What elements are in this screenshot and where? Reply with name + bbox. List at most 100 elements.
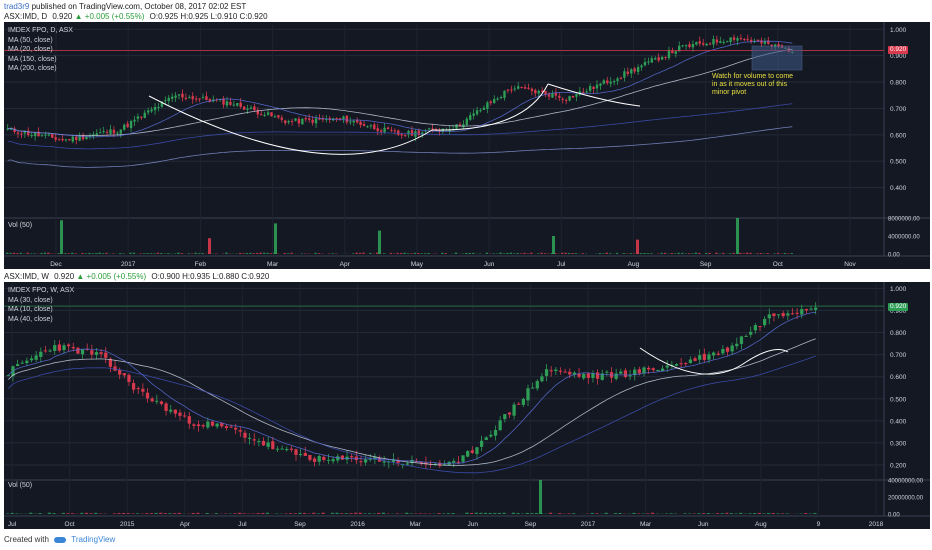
candle-body xyxy=(349,121,352,123)
volume-bar xyxy=(168,513,172,514)
candle-body xyxy=(600,373,604,380)
candle-body xyxy=(585,91,588,93)
x-tick-label: 2017 xyxy=(121,261,136,268)
candle-body xyxy=(736,38,739,41)
x-tick-label: Jul xyxy=(238,521,247,528)
candle-body xyxy=(693,358,697,361)
volume-bar xyxy=(358,252,362,254)
candle-body xyxy=(605,371,609,373)
candle-body xyxy=(647,61,650,63)
volume-bar xyxy=(804,513,808,514)
candle-body xyxy=(438,130,441,132)
volume-bar xyxy=(417,253,420,254)
candle-body xyxy=(317,456,321,462)
author-link[interactable]: trad3r9 xyxy=(4,2,30,11)
volume-bar xyxy=(427,252,430,254)
weekly-chart-panel[interactable]: 1.000 0.900 0.800 0.700 0.600 0.500 0.400 0.300… xyxy=(4,282,930,529)
vol-tick-label: 4000000.00 xyxy=(888,235,920,241)
candle-body xyxy=(438,462,442,466)
candle-body xyxy=(261,440,266,446)
candle-body xyxy=(554,369,558,372)
volume-bar xyxy=(753,513,757,514)
candle-body xyxy=(363,459,368,463)
candle-body xyxy=(517,403,521,405)
volume-bar xyxy=(670,252,674,254)
candle-body xyxy=(232,104,236,106)
candle-body xyxy=(311,119,314,123)
volume-bar xyxy=(684,253,687,254)
volume-bar xyxy=(372,513,376,514)
candle-body xyxy=(290,120,294,122)
y-tick-label: 0.300 xyxy=(890,440,907,447)
candle-body xyxy=(141,388,145,392)
candle-body xyxy=(537,90,540,94)
candle-body xyxy=(790,313,795,315)
candle-body xyxy=(284,120,287,124)
candle-body xyxy=(520,86,523,88)
volume-bar xyxy=(132,252,136,254)
volume-bar xyxy=(167,253,170,254)
candle-body xyxy=(318,118,321,120)
volume-bar xyxy=(67,253,71,254)
candle-body xyxy=(702,43,705,45)
candle-body xyxy=(71,346,75,349)
tradingview-link[interactable]: TradingView xyxy=(71,535,116,544)
candle-body xyxy=(294,449,298,455)
volume-bar xyxy=(194,252,197,254)
candle-body xyxy=(20,133,23,135)
volume-bar xyxy=(126,513,130,514)
cup-arc xyxy=(431,83,549,131)
legend-ma150[interactable]: MA (150, close) xyxy=(8,55,57,63)
legend-ma200[interactable]: MA (200, close) xyxy=(8,65,57,72)
candle-body xyxy=(523,87,527,89)
candle-body xyxy=(252,439,256,441)
candle-body xyxy=(299,454,303,456)
high-value: H:0.935 xyxy=(182,272,211,281)
volume-bar xyxy=(470,512,474,514)
volume-bar xyxy=(572,513,576,514)
y-tick-label: 0.600 xyxy=(890,374,907,381)
y-tick-label: 0.700 xyxy=(890,352,907,359)
candle-body xyxy=(303,452,307,456)
candle-body xyxy=(506,89,510,91)
legend-ma30[interactable]: MA (30, close) xyxy=(8,296,53,304)
volume-bar xyxy=(729,513,734,514)
candle-body xyxy=(345,115,349,123)
candle-body xyxy=(800,309,804,315)
candle-body xyxy=(517,86,520,89)
candle-body xyxy=(57,139,61,141)
vol-tick-label: 20000000.00 xyxy=(888,496,924,502)
candle-body xyxy=(336,456,340,461)
moving-average-line xyxy=(7,103,793,150)
volume-bar xyxy=(413,252,417,254)
legend-ma20[interactable]: MA (20, close) xyxy=(8,46,53,53)
candle-body xyxy=(340,455,345,460)
candle-body xyxy=(725,41,729,43)
x-tick-label: May xyxy=(411,261,424,268)
volume-bar xyxy=(485,252,489,254)
candle-body xyxy=(215,423,219,427)
volume-bar xyxy=(643,253,646,254)
volume-bar xyxy=(454,252,458,254)
candle-body xyxy=(503,414,507,420)
candle-body xyxy=(640,65,643,68)
candle-body xyxy=(419,461,423,464)
volume-bar xyxy=(81,252,84,254)
candle-body xyxy=(466,451,470,457)
candle-body xyxy=(572,372,577,375)
candle-body xyxy=(526,388,530,401)
open-value: O:0.900 xyxy=(151,272,180,281)
candle-body xyxy=(664,56,667,58)
cup-arc xyxy=(148,95,433,155)
volume-bar xyxy=(683,513,687,514)
volume-bar xyxy=(269,253,273,254)
daily-chart-panel[interactable]: 1.000 0.900 0.800 0.700 0.600 0.500 0.400 80000… xyxy=(4,22,930,269)
legend-ma50[interactable]: MA (50, close) xyxy=(8,36,53,44)
candle-body xyxy=(729,37,732,42)
y-tick-label: 0.700 xyxy=(890,106,907,113)
candle-body xyxy=(660,368,665,372)
volume-bar xyxy=(266,252,269,254)
x-tick-label: Mar xyxy=(640,521,652,528)
legend-ma40[interactable]: MA (40, close) xyxy=(8,315,53,323)
legend-ma10[interactable]: MA (10, close) xyxy=(8,306,53,313)
